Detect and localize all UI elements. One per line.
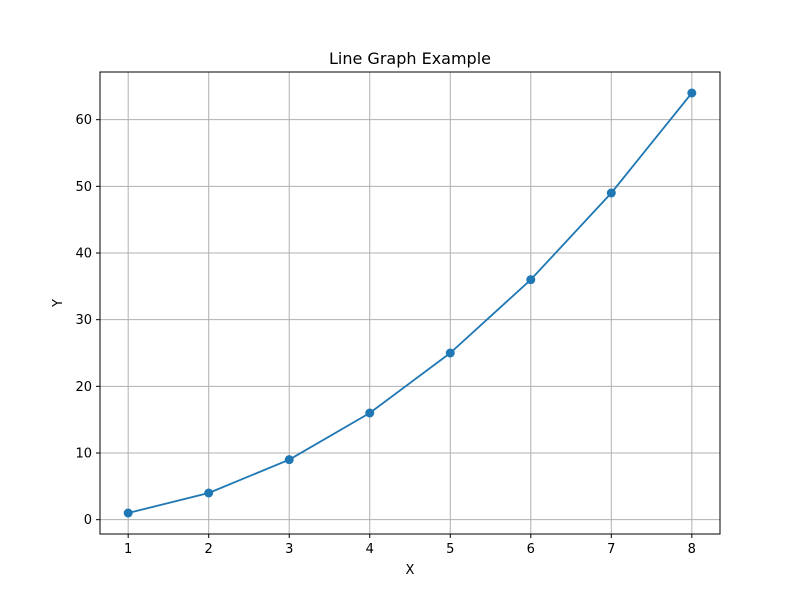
y-tick-label: 40 (75, 247, 92, 262)
data-series (123, 88, 697, 518)
data-point[interactable] (123, 508, 133, 518)
y-axis-title: Y (51, 299, 66, 308)
x-tick-label: 2 (205, 542, 213, 557)
y-tick-label: 10 (75, 447, 92, 462)
y-tick-label: 60 (75, 113, 92, 128)
axes-frame (99, 71, 721, 535)
y-tick-label: 30 (75, 313, 92, 328)
x-tick-label: 3 (285, 542, 293, 557)
tick-labels: 1 2 3 4 5 6 7 8 0 10 20 30 40 50 60 (75, 113, 696, 557)
y-tick-label: 20 (75, 380, 92, 395)
plot-area-frame (99, 71, 721, 535)
tick-marks (96, 119, 693, 538)
data-point[interactable] (606, 188, 616, 198)
x-tick-label: 1 (124, 542, 132, 557)
x-tick-label: 4 (366, 542, 374, 557)
data-point[interactable] (445, 348, 455, 358)
chart-title: Line Graph Example (329, 49, 491, 68)
data-point[interactable] (365, 408, 375, 418)
x-tick-label: 7 (607, 542, 615, 557)
series-line (127, 92, 693, 514)
data-point[interactable] (687, 88, 697, 98)
data-point[interactable] (284, 455, 294, 465)
y-tick-label: 50 (75, 180, 92, 195)
data-point[interactable] (204, 488, 214, 498)
x-axis-title: X (406, 563, 415, 578)
x-tick-label: 5 (446, 542, 454, 557)
x-tick-label: 8 (688, 542, 696, 557)
x-tick-label: 6 (527, 542, 535, 557)
y-tick-label: 0 (84, 513, 92, 528)
data-point[interactable] (526, 275, 536, 285)
